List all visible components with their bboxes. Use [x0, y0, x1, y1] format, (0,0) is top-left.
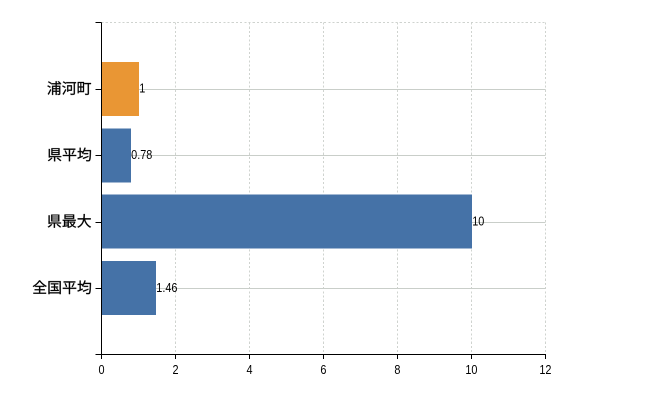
svg-text:2: 2	[172, 363, 178, 377]
svg-text:0.78: 0.78	[131, 148, 152, 162]
svg-text:1: 1	[139, 82, 145, 96]
svg-text:1.46: 1.46	[156, 281, 177, 295]
svg-text:12: 12	[539, 363, 551, 377]
svg-text:0: 0	[98, 363, 104, 377]
svg-text:10: 10	[472, 215, 485, 229]
svg-text:8: 8	[394, 363, 400, 377]
svg-text:4: 4	[246, 363, 252, 377]
svg-text:6: 6	[320, 363, 326, 377]
svg-text:10: 10	[465, 363, 478, 377]
